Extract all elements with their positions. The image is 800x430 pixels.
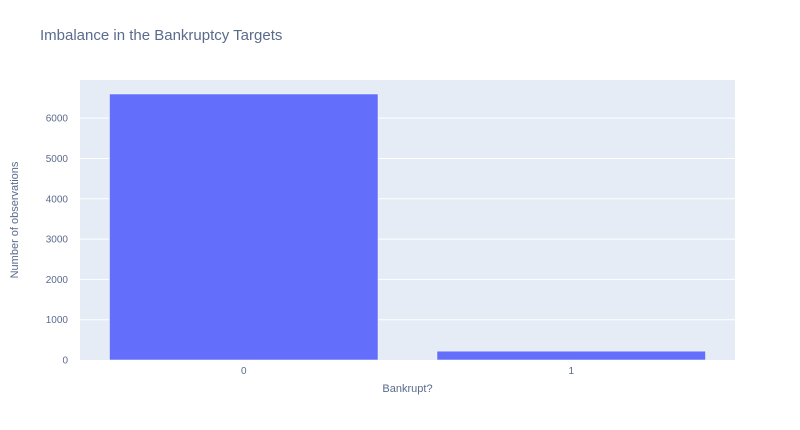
y-tick-label: 6000 bbox=[46, 114, 69, 125]
y-tick-label: 1000 bbox=[46, 315, 69, 326]
y-axis-ticks: 0 1000 2000 3000 4000 5000 6000 bbox=[46, 114, 69, 367]
y-tick-label: 2000 bbox=[46, 275, 69, 286]
x-tick-label: 1 bbox=[568, 366, 574, 377]
chart-title: Imbalance in the Bankruptcy Targets bbox=[40, 27, 282, 44]
x-axis-title: Bankrupt? bbox=[382, 383, 432, 395]
y-tick-label: 3000 bbox=[46, 235, 69, 246]
y-tick-label: 4000 bbox=[46, 194, 69, 205]
bars bbox=[109, 93, 706, 361]
y-axis-title: Number of observations bbox=[9, 161, 21, 278]
bar-1[interactable] bbox=[436, 350, 706, 361]
y-tick-label: 0 bbox=[62, 356, 68, 367]
y-tick-label: 5000 bbox=[46, 154, 69, 165]
x-tick-label: 0 bbox=[241, 366, 247, 377]
bar-0[interactable] bbox=[109, 93, 379, 361]
